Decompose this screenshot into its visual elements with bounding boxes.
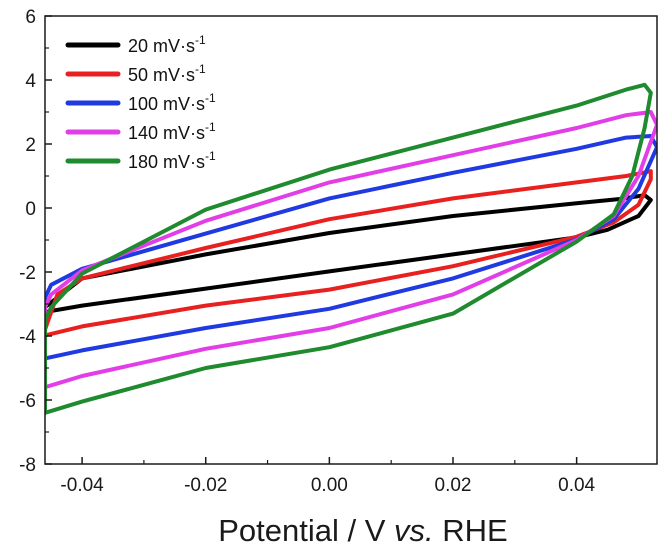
y-tick-label: -6 bbox=[19, 391, 36, 412]
x-tick-label: 0.00 bbox=[311, 475, 348, 496]
x-tick-label: 0.04 bbox=[558, 475, 595, 496]
legend-item-3: 100 mV·s-1 bbox=[65, 91, 216, 114]
cv-curve-5 bbox=[45, 82, 653, 415]
x-axis-title: Potential / V vs. RHE bbox=[218, 513, 507, 548]
legend-label: 100 mV·s-1 bbox=[128, 91, 216, 114]
cv-curve-3 bbox=[45, 134, 657, 361]
y-tick-label: -2 bbox=[19, 263, 36, 284]
cv-curves bbox=[45, 82, 657, 415]
y-tick-label: 6 bbox=[25, 7, 36, 28]
x-axis-title-prefix: Potential / V bbox=[218, 513, 394, 548]
y-tick-label: 4 bbox=[25, 71, 36, 92]
legend-label: 50 mV·s-1 bbox=[128, 62, 206, 85]
cv-curve-4 bbox=[45, 110, 657, 390]
y-tick-label: 2 bbox=[25, 135, 36, 156]
y-tick-label: -4 bbox=[19, 327, 36, 348]
legend: 20 mV·s-1 50 mV·s-1 100 mV·s-1 140 mV·s-1 18… bbox=[65, 33, 216, 172]
y-tick-label: 0 bbox=[25, 199, 36, 220]
y-axis: -8 -6 -4 -2 0 2 4 6 bbox=[19, 7, 52, 476]
legend-label: 140 mV·s-1 bbox=[128, 120, 216, 143]
y-tick-label: -8 bbox=[19, 455, 36, 476]
x-tick-label: -0.02 bbox=[184, 475, 227, 496]
x-axis: -0.04 -0.02 0.00 0.02 0.04 bbox=[60, 457, 596, 496]
cv-curve-2 bbox=[45, 169, 653, 338]
legend-item-2: 50 mV·s-1 bbox=[65, 62, 206, 85]
legend-item-1: 20 mV·s-1 bbox=[65, 33, 206, 56]
legend-item-5: 180 mV·s-1 bbox=[65, 149, 216, 172]
legend-item-4: 140 mV·s-1 bbox=[65, 120, 216, 143]
cv-curve-1 bbox=[45, 193, 653, 314]
x-tick-label: 0.02 bbox=[435, 475, 472, 496]
legend-label: 20 mV·s-1 bbox=[128, 33, 206, 56]
x-tick-label: -0.04 bbox=[60, 475, 104, 496]
legend-label: 180 mV·s-1 bbox=[128, 149, 216, 172]
x-axis-title-italic: vs. bbox=[394, 513, 434, 548]
x-axis-title-suffix: RHE bbox=[434, 513, 508, 548]
